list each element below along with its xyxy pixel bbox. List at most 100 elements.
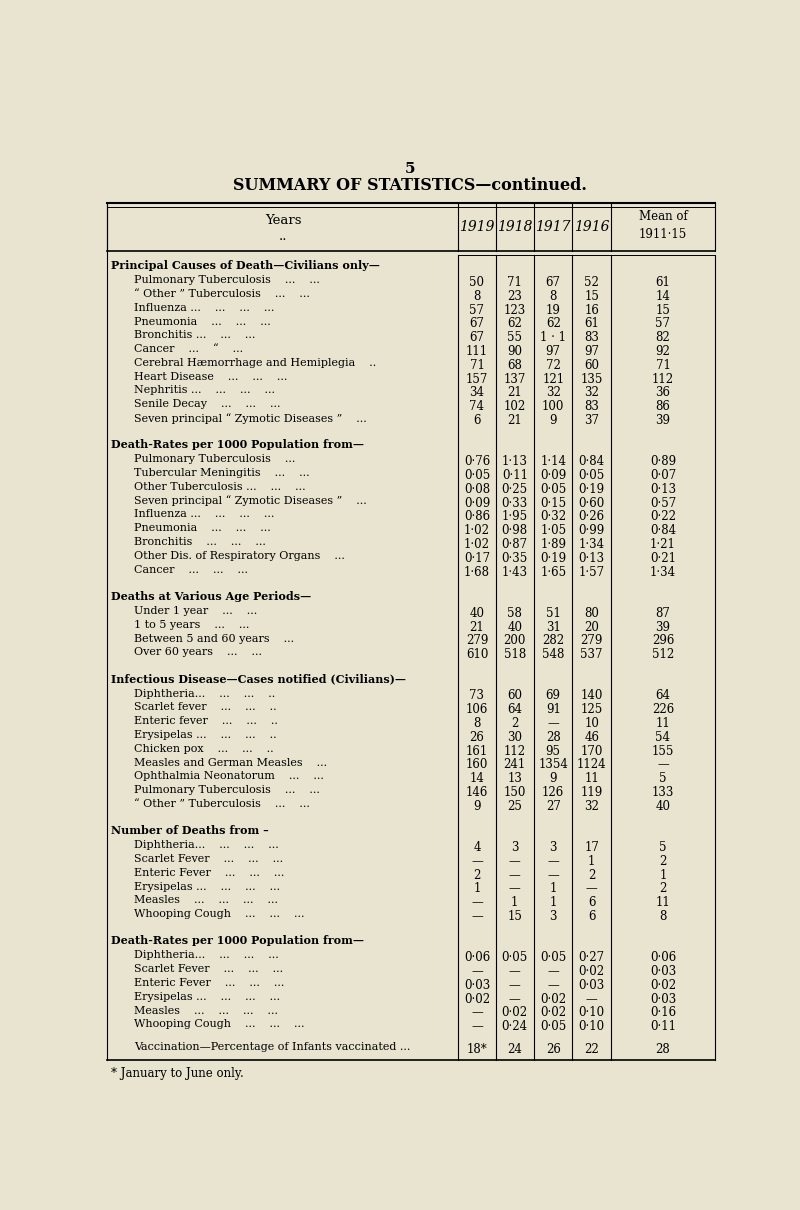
Text: Principal Causes of Death—Civilians only—: Principal Causes of Death—Civilians only… <box>111 260 380 271</box>
Text: 2: 2 <box>511 718 518 730</box>
Text: 133: 133 <box>652 786 674 799</box>
Text: Over 60 years    ...    ...: Over 60 years ... ... <box>134 647 262 657</box>
Text: 0·09: 0·09 <box>540 469 566 482</box>
Text: 0·10: 0·10 <box>578 1007 605 1020</box>
Text: 95: 95 <box>546 744 561 757</box>
Text: —: — <box>471 855 483 868</box>
Text: Deaths at Various Age Periods—: Deaths at Various Age Periods— <box>111 590 311 601</box>
Text: Measles    ...    ...    ...    ...: Measles ... ... ... ... <box>134 1006 278 1015</box>
Text: Nephritis ...    ...    ...    ...: Nephritis ... ... ... ... <box>134 386 275 396</box>
Text: 0·86: 0·86 <box>464 511 490 524</box>
Text: —: — <box>547 869 559 882</box>
Text: 123: 123 <box>504 304 526 317</box>
Text: Between 5 and 60 years    ...: Between 5 and 60 years ... <box>134 634 294 644</box>
Text: 1·57: 1·57 <box>578 565 605 578</box>
Text: 0·26: 0·26 <box>578 511 605 524</box>
Text: Infectious Disease—Cases notified (Civilians)—: Infectious Disease—Cases notified (Civil… <box>111 673 406 684</box>
Text: Influenza ...    ...    ...    ...: Influenza ... ... ... ... <box>134 509 274 519</box>
Text: 32: 32 <box>584 800 599 813</box>
Text: Ophthalmia Neonatorum    ...    ...: Ophthalmia Neonatorum ... ... <box>134 771 324 782</box>
Text: 0·02: 0·02 <box>650 979 676 992</box>
Text: 126: 126 <box>542 786 564 799</box>
Text: 0·05: 0·05 <box>578 469 605 482</box>
Text: 6: 6 <box>588 910 595 923</box>
Text: 1919: 1919 <box>459 220 494 235</box>
Text: 0·05: 0·05 <box>464 469 490 482</box>
Text: 0·02: 0·02 <box>464 992 490 1006</box>
Text: 28: 28 <box>546 731 561 744</box>
Text: 279: 279 <box>466 634 488 647</box>
Text: 9: 9 <box>550 772 557 785</box>
Text: Seven principal “ Zymotic Diseases ”    ...: Seven principal “ Zymotic Diseases ” ... <box>134 413 367 423</box>
Text: Other Dis. of Respiratory Organs    ...: Other Dis. of Respiratory Organs ... <box>134 551 345 561</box>
Text: 64: 64 <box>655 690 670 703</box>
Text: Diphtheria...    ...    ...    ...: Diphtheria... ... ... ... <box>134 950 279 961</box>
Text: —: — <box>471 910 483 923</box>
Text: 11: 11 <box>655 718 670 730</box>
Text: 54: 54 <box>655 731 670 744</box>
Text: 0·07: 0·07 <box>650 469 676 482</box>
Text: 119: 119 <box>581 786 602 799</box>
Text: 121: 121 <box>542 373 564 386</box>
Text: 170: 170 <box>581 744 603 757</box>
Text: 0·05: 0·05 <box>540 483 566 496</box>
Text: 0·03: 0·03 <box>578 979 605 992</box>
Text: Senile Decay    ...    ...    ...: Senile Decay ... ... ... <box>134 399 281 409</box>
Text: 0·08: 0·08 <box>464 483 490 496</box>
Text: 1·43: 1·43 <box>502 565 528 578</box>
Text: 50: 50 <box>470 276 485 289</box>
Text: Seven principal “ Zymotic Diseases ”    ...: Seven principal “ Zymotic Diseases ” ... <box>134 496 367 507</box>
Text: 60: 60 <box>507 690 522 703</box>
Text: 32: 32 <box>584 386 599 399</box>
Text: Enteric fever    ...    ...    ..: Enteric fever ... ... .. <box>134 716 278 726</box>
Text: 1·21: 1·21 <box>650 538 676 551</box>
Text: 71: 71 <box>655 359 670 371</box>
Text: 64: 64 <box>507 703 522 716</box>
Text: 137: 137 <box>503 373 526 386</box>
Text: Measles    ...    ...    ...    ...: Measles ... ... ... ... <box>134 895 278 905</box>
Text: 0·17: 0·17 <box>464 552 490 565</box>
Text: 1·95: 1·95 <box>502 511 528 524</box>
Text: 1: 1 <box>474 882 481 895</box>
Text: 61: 61 <box>584 317 599 330</box>
Text: 26: 26 <box>546 1043 561 1056</box>
Text: 21: 21 <box>470 621 484 634</box>
Text: 282: 282 <box>542 634 564 647</box>
Text: 0·84: 0·84 <box>650 524 676 537</box>
Text: Death-Rates per 1000 Population from—: Death-Rates per 1000 Population from— <box>111 439 364 450</box>
Text: 0·19: 0·19 <box>578 483 605 496</box>
Text: 1917: 1917 <box>535 220 571 235</box>
Text: —: — <box>471 1007 483 1020</box>
Text: 111: 111 <box>466 345 488 358</box>
Text: 19: 19 <box>546 304 561 317</box>
Text: 0·10: 0·10 <box>578 1020 605 1033</box>
Text: 40: 40 <box>507 621 522 634</box>
Text: 21: 21 <box>507 386 522 399</box>
Text: 0·19: 0·19 <box>540 552 566 565</box>
Text: 0·03: 0·03 <box>650 992 676 1006</box>
Text: 37: 37 <box>584 414 599 427</box>
Text: 1124: 1124 <box>577 759 606 772</box>
Text: 6: 6 <box>474 414 481 427</box>
Text: 135: 135 <box>581 373 603 386</box>
Text: 28: 28 <box>655 1043 670 1056</box>
Text: Cerebral Hæmorrhage and Hemiplegia    ..: Cerebral Hæmorrhage and Hemiplegia .. <box>134 358 376 368</box>
Text: 80: 80 <box>584 607 599 620</box>
Text: Cancer    ...    ...    ...: Cancer ... ... ... <box>134 565 248 575</box>
Text: 112: 112 <box>652 373 674 386</box>
Text: 1·14: 1·14 <box>540 455 566 468</box>
Text: 4: 4 <box>474 841 481 854</box>
Text: 200: 200 <box>503 634 526 647</box>
Text: 0·05: 0·05 <box>540 951 566 964</box>
Text: 92: 92 <box>655 345 670 358</box>
Text: Scarlet Fever    ...    ...    ...: Scarlet Fever ... ... ... <box>134 854 283 864</box>
Text: 2: 2 <box>588 869 595 882</box>
Text: Pneumonia    ...    ...    ...: Pneumonia ... ... ... <box>134 523 271 534</box>
Text: 512: 512 <box>652 649 674 661</box>
Text: —: — <box>586 882 598 895</box>
Text: 0·24: 0·24 <box>502 1020 528 1033</box>
Text: 157: 157 <box>466 373 488 386</box>
Text: 83: 83 <box>584 332 599 345</box>
Text: 8: 8 <box>474 718 481 730</box>
Text: 6: 6 <box>588 897 595 909</box>
